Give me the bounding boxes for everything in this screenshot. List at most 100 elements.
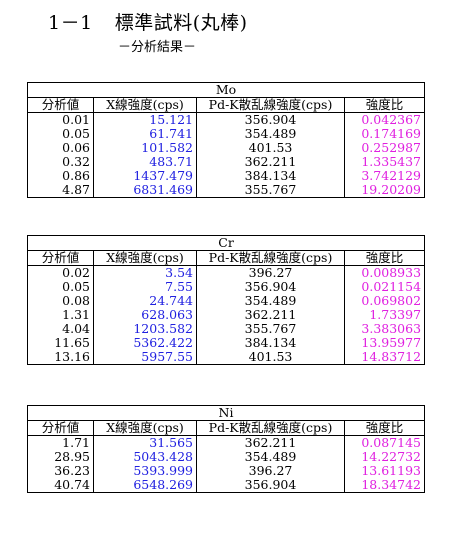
table-row: 0.05 7.55 356.904 0.021154	[27, 280, 426, 294]
intensity-ratio: 0.252987	[343, 141, 426, 155]
intensity-ratio: 0.087145	[344, 435, 425, 450]
table-row: 40.74 6548.269 356.904 18.34742	[27, 478, 425, 493]
xray-intensity: 628.063	[93, 308, 197, 322]
analysis-value: 4.87	[27, 183, 94, 198]
xray-intensity: 5362.422	[93, 336, 197, 350]
analysis-value: 1.31	[27, 308, 94, 322]
intensity-ratio: 0.021154	[343, 280, 426, 294]
xray-intensity: 101.582	[93, 141, 197, 155]
analysis-value: 4.04	[27, 322, 94, 336]
header-xray-intensity: X線強度(cps)	[93, 97, 197, 113]
header-analysis-value: 分析値	[27, 420, 94, 436]
xray-intensity: 6548.269	[93, 478, 197, 493]
header-intensity-ratio: 強度比	[343, 250, 426, 266]
table-row: 0.08 24.744 354.489 0.069802	[27, 294, 426, 308]
scatter-intensity: 356.904	[196, 478, 345, 493]
scatter-intensity: 362.211	[196, 435, 345, 450]
intensity-ratio: 3.383063	[343, 322, 426, 336]
scatter-intensity: 362.211	[196, 155, 345, 169]
analysis-value: 40.74	[27, 478, 94, 493]
scatter-intensity: 355.767	[196, 322, 345, 336]
intensity-ratio: 3.742129	[343, 169, 426, 183]
intensity-ratio: 1.335437	[343, 155, 426, 169]
scatter-intensity: 401.53	[196, 350, 345, 365]
table-row: 1.71 31.565 362.211 0.087145	[27, 435, 425, 450]
table-row: 13.16 5957.55 401.53 14.83712	[27, 350, 426, 365]
intensity-ratio: 0.008933	[343, 265, 426, 280]
header-analysis-value: 分析値	[27, 97, 94, 113]
analysis-value: 13.16	[27, 350, 94, 365]
xray-intensity: 24.744	[93, 294, 197, 308]
table-row: 0.02 3.54 396.27 0.008933	[27, 265, 426, 280]
xray-intensity: 483.71	[93, 155, 197, 169]
xray-intensity: 61.741	[93, 127, 197, 141]
scatter-intensity: 396.27	[196, 464, 345, 478]
element-label: Cr	[26, 235, 426, 251]
xray-intensity: 6831.469	[93, 183, 197, 198]
table-row: 1.31 628.063 362.211 1.73397	[27, 308, 426, 322]
xray-intensity: 1437.479	[93, 169, 197, 183]
intensity-ratio: 13.61193	[344, 464, 425, 478]
header-scatter-intensity: Pd-K散乱線強度(cps)	[196, 420, 345, 436]
table-row: 36.23 5393.999 396.27 13.61193	[27, 464, 425, 478]
analysis-value: 28.95	[27, 450, 94, 464]
scatter-intensity: 354.489	[196, 127, 345, 141]
xray-intensity: 5043.428	[93, 450, 197, 464]
analysis-value: 0.08	[27, 294, 94, 308]
table-row: 28.95 5043.428 354.489 14.22732	[27, 450, 425, 464]
element-label: Mo	[26, 82, 426, 98]
scatter-intensity: 384.134	[196, 336, 345, 350]
intensity-ratio: 19.20209	[343, 183, 426, 198]
table-row: 0.05 61.741 354.489 0.174169	[27, 127, 426, 141]
analysis-value: 0.86	[27, 169, 94, 183]
scatter-intensity: 354.489	[196, 294, 345, 308]
scatter-intensity: 356.904	[196, 280, 345, 294]
scatter-intensity: 396.27	[196, 265, 345, 280]
table-row: 0.86 1437.479 384.134 3.742129	[27, 169, 426, 183]
intensity-ratio: 13.95977	[343, 336, 426, 350]
analysis-value: 0.05	[27, 127, 94, 141]
scatter-intensity: 401.53	[196, 141, 345, 155]
xray-intensity: 3.54	[93, 265, 197, 280]
results-table-cr: Cr 分析値 X線強度(cps) Pd-K散乱線強度(cps) 強度比 0.02…	[26, 235, 426, 365]
analysis-value: 36.23	[27, 464, 94, 478]
intensity-ratio: 18.34742	[344, 478, 425, 493]
page-subtitle: －分析結果－	[118, 40, 197, 55]
header-analysis-value: 分析値	[27, 250, 94, 266]
header-intensity-ratio: 強度比	[343, 97, 426, 113]
analysis-value: 0.01	[27, 112, 94, 127]
analysis-value: 0.32	[27, 155, 94, 169]
analysis-value: 0.06	[27, 141, 94, 155]
intensity-ratio: 0.069802	[343, 294, 426, 308]
header-scatter-intensity: Pd-K散乱線強度(cps)	[196, 250, 345, 266]
scatter-intensity: 384.134	[196, 169, 345, 183]
xray-intensity: 15.121	[93, 112, 197, 127]
table-row: 0.01 15.121 356.904 0.042367	[27, 112, 426, 127]
xray-intensity: 5393.999	[93, 464, 197, 478]
scatter-intensity: 355.767	[196, 183, 345, 198]
analysis-value: 1.71	[27, 435, 94, 450]
header-xray-intensity: X線強度(cps)	[93, 250, 197, 266]
analysis-value: 0.05	[27, 280, 94, 294]
intensity-ratio: 0.174169	[343, 127, 426, 141]
table-row: 11.65 5362.422 384.134 13.95977	[27, 336, 426, 350]
section-number: 1－1	[48, 12, 93, 34]
scatter-intensity: 354.489	[196, 450, 345, 464]
table-row: 4.87 6831.469 355.767 19.20209	[27, 183, 426, 198]
header-intensity-ratio: 強度比	[344, 420, 425, 436]
scatter-intensity: 356.904	[196, 112, 345, 127]
intensity-ratio: 14.22732	[344, 450, 425, 464]
results-table-mo: Mo 分析値 X線強度(cps) Pd-K散乱線強度(cps) 強度比 0.01…	[26, 82, 426, 198]
section-title: 標準試料(丸棒)	[114, 12, 248, 34]
xray-intensity: 5957.55	[93, 350, 197, 365]
table-row: 0.06 101.582 401.53 0.252987	[27, 141, 426, 155]
results-table-ni: Ni 分析値 X線強度(cps) Pd-K散乱線強度(cps) 強度比 1.71…	[27, 405, 425, 493]
element-label: Ni	[27, 405, 425, 421]
intensity-ratio: 0.042367	[343, 112, 426, 127]
analysis-value: 0.02	[27, 265, 94, 280]
scatter-intensity: 362.211	[196, 308, 345, 322]
header-scatter-intensity: Pd-K散乱線強度(cps)	[196, 97, 345, 113]
analysis-value: 11.65	[27, 336, 94, 350]
header-xray-intensity: X線強度(cps)	[93, 420, 197, 436]
xray-intensity: 31.565	[93, 435, 197, 450]
